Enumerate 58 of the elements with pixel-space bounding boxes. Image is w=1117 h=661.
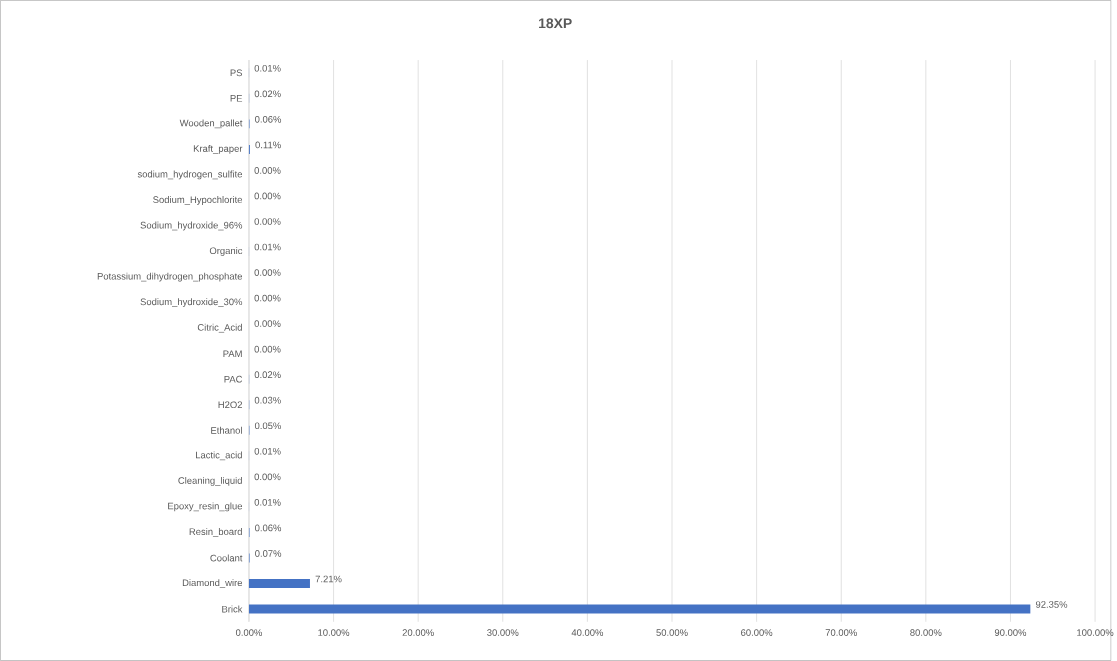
y-tick-label: Diamond_wire [182,579,243,588]
y-tick-label: Resin_board [189,528,242,537]
x-tick-label: 50.00% [656,629,688,636]
y-tick-label: Organic [209,247,243,256]
data-label: 0.07% [255,550,282,557]
x-tick-label: 80.00% [910,629,942,636]
x-tick-label: 20.00% [402,629,434,636]
data-label: 0.01% [254,447,281,455]
data-label: 0.00% [254,345,281,353]
data-label: 0.02% [254,90,281,98]
y-tick-label: Epoxy_resin_glue [168,502,243,512]
data-label: 0.01% [254,64,281,72]
x-tick-label: 100.00% [1077,629,1114,636]
x-tick-label: 10.00% [318,629,350,636]
data-label: 0.00% [254,269,281,276]
y-tick-label: H2O2 [218,401,243,409]
x-tick-label: 70.00% [825,629,857,636]
y-tick-label: PAM [223,350,242,357]
data-label: 0.00% [254,192,281,200]
data-label: 7.21% [315,575,342,583]
y-tick-label: Cleaning_liquid [178,476,242,486]
y-tick-label: Coolant [210,554,243,562]
x-tick-label: 30.00% [487,629,519,636]
x-tick-label: 40.00% [571,629,604,636]
data-label: 0.01% [254,499,281,506]
data-label: 0.00% [254,473,281,481]
data-label: 0.01% [254,243,281,251]
data-label: 0.06% [255,524,282,532]
x-tick-label: 60.00% [741,629,773,636]
x-tick-label: 0.00% [235,629,263,636]
bar [248,604,1031,614]
y-tick-label: PAC [224,375,243,383]
data-label: 0.05% [254,422,281,430]
data-label: 0.02% [254,371,281,379]
y-tick-label: Sodium_hydroxide_30% [140,298,243,308]
y-tick-label: Sodium_Hypochlorite [153,196,243,205]
y-tick-label: Potassium_dihydrogen_phosphate [97,272,243,282]
data-label: 92.35% [1035,601,1068,608]
data-label: 0.00% [254,167,281,174]
y-tick-label: Citric_Acid [197,323,242,333]
data-label: 0.11% [255,141,281,149]
data-label: 0.00% [254,294,281,302]
y-tick-label: sodium_hydrogen_sulfite [137,170,243,180]
y-tick-label: Kraft_paper [193,145,243,154]
y-tick-label: PS [230,69,243,77]
y-tick-label: Lactic_acid [196,451,242,461]
y-tick-label: Wooden_pallet [179,119,243,129]
x-tick-label: 90.00% [994,629,1027,636]
data-label: 0.03% [254,396,281,404]
bar [248,579,310,588]
y-tick-label: Sodium_hydroxide_96% [140,221,243,231]
y-tick-label: Brick [222,605,243,613]
y-tick-label: Ethanol [211,426,242,434]
chart-title: 18XP [539,18,572,29]
data-label: 0.00% [254,320,281,327]
y-tick-label: PE [230,95,243,102]
data-label: 0.00% [254,218,281,225]
data-label: 0.06% [255,116,282,123]
